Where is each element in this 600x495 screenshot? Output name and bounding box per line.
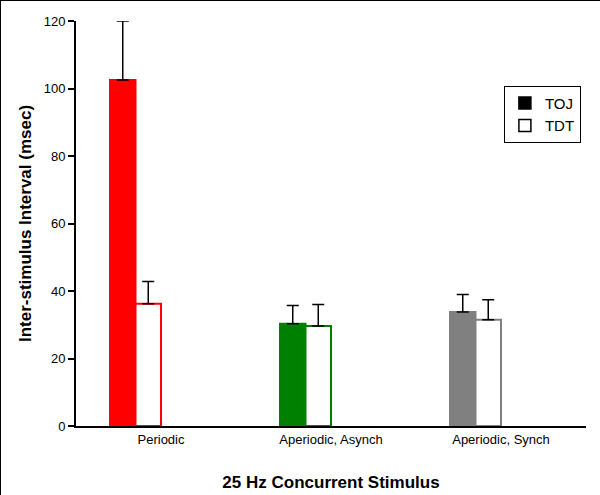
svg-text:Inter-stimulus Interval (msec): Inter-stimulus Interval (msec)	[16, 105, 35, 342]
svg-text:0: 0	[58, 419, 65, 434]
svg-text:60: 60	[51, 216, 65, 231]
svg-text:TOJ: TOJ	[545, 95, 573, 112]
svg-text:TDT: TDT	[545, 117, 574, 134]
svg-text:Periodic: Periodic	[138, 432, 185, 447]
svg-text:40: 40	[51, 284, 65, 299]
svg-text:80: 80	[51, 149, 65, 164]
svg-text:Aperiodic, Synch: Aperiodic, Synch	[452, 432, 550, 447]
svg-text:Aperiodic, Asynch: Aperiodic, Asynch	[279, 432, 382, 447]
svg-text:20: 20	[51, 351, 65, 366]
svg-text:100: 100	[44, 81, 66, 96]
svg-text:120: 120	[44, 14, 66, 29]
svg-text:25 Hz Concurrent Stimulus: 25 Hz Concurrent Stimulus	[222, 473, 439, 492]
